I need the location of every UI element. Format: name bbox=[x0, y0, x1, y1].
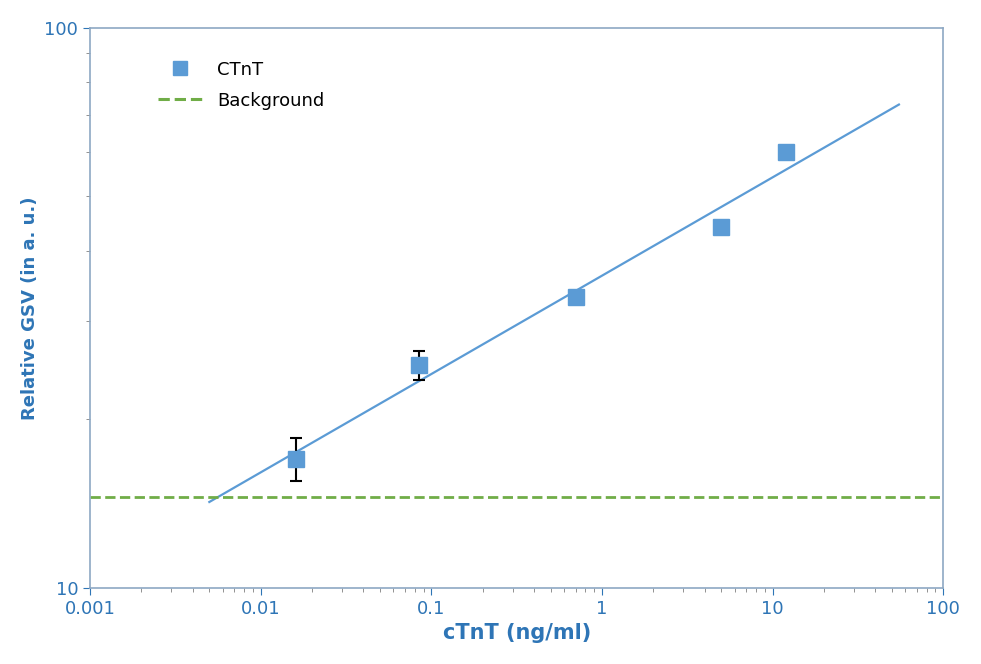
Legend: CTnT, Background: CTnT, Background bbox=[150, 54, 332, 118]
Y-axis label: Relative GSV (in a. u.): Relative GSV (in a. u.) bbox=[21, 196, 39, 420]
X-axis label: cTnT (ng/ml): cTnT (ng/ml) bbox=[442, 623, 591, 643]
